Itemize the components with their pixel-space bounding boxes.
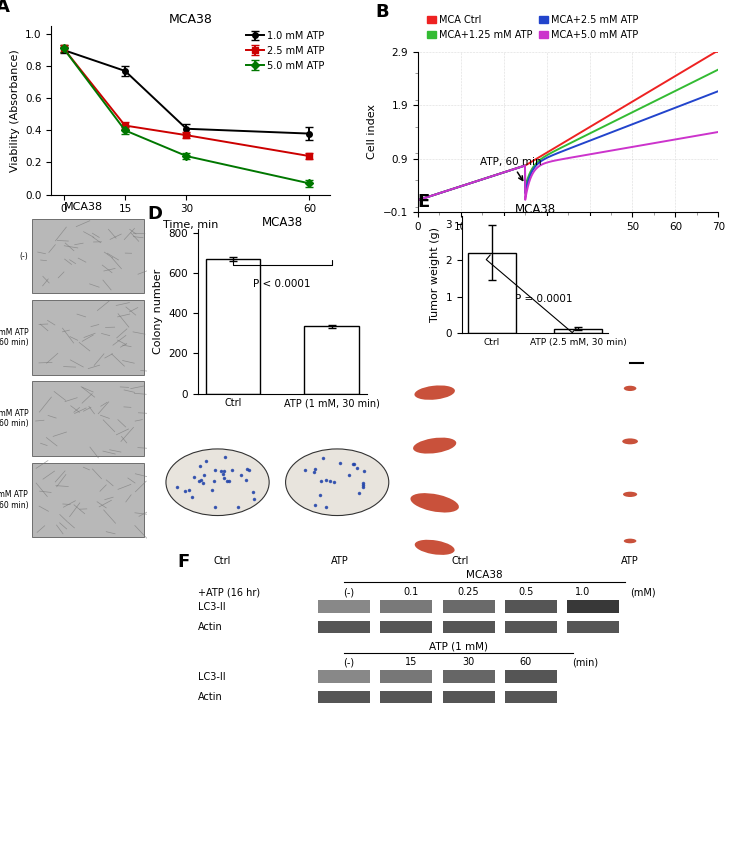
Text: 0.5: 0.5 bbox=[518, 587, 534, 598]
Bar bbox=[505, 691, 557, 703]
Bar bbox=[317, 621, 369, 633]
Text: 0.1: 0.1 bbox=[404, 587, 419, 598]
Bar bbox=[554, 329, 602, 333]
Text: P = 0.0001: P = 0.0001 bbox=[515, 294, 572, 304]
Bar bbox=[380, 691, 432, 703]
Title: MCA38: MCA38 bbox=[515, 203, 556, 216]
Bar bbox=[443, 691, 495, 703]
Bar bbox=[32, 463, 144, 537]
Ellipse shape bbox=[414, 386, 455, 400]
Text: Ctrl: Ctrl bbox=[213, 556, 231, 566]
Text: MCA38: MCA38 bbox=[65, 202, 103, 212]
Title: MCA38: MCA38 bbox=[169, 13, 213, 26]
Circle shape bbox=[166, 449, 269, 516]
Text: Actin: Actin bbox=[198, 692, 223, 702]
Bar bbox=[443, 600, 495, 613]
Text: 15: 15 bbox=[405, 657, 418, 667]
Ellipse shape bbox=[624, 386, 636, 391]
Bar bbox=[304, 326, 359, 394]
Y-axis label: Colony number: Colony number bbox=[153, 269, 163, 354]
Circle shape bbox=[286, 449, 388, 516]
Text: MCA38: MCA38 bbox=[466, 570, 502, 580]
Ellipse shape bbox=[413, 438, 456, 453]
Bar bbox=[567, 621, 619, 633]
Text: E: E bbox=[418, 193, 430, 211]
Bar bbox=[205, 260, 260, 394]
Bar bbox=[505, 670, 557, 683]
Bar bbox=[505, 600, 557, 613]
X-axis label: Time, min: Time, min bbox=[163, 220, 218, 230]
Ellipse shape bbox=[415, 540, 454, 554]
Text: (-): (-) bbox=[20, 252, 28, 260]
Text: P < 0.0001: P < 0.0001 bbox=[254, 279, 311, 290]
Text: F: F bbox=[177, 554, 189, 571]
Ellipse shape bbox=[624, 539, 636, 543]
Bar bbox=[32, 381, 144, 456]
Text: D: D bbox=[147, 205, 162, 223]
Bar bbox=[380, 621, 432, 633]
Text: (mM): (mM) bbox=[630, 587, 655, 598]
Text: 5.0 mM ATP
(60 min): 5.0 mM ATP (60 min) bbox=[0, 490, 28, 509]
Bar bbox=[32, 219, 144, 293]
Bar bbox=[317, 670, 369, 683]
Text: B: B bbox=[376, 3, 389, 21]
Y-axis label: Viability (Absorbance): Viability (Absorbance) bbox=[10, 49, 20, 171]
Text: ATP, 60 min: ATP, 60 min bbox=[480, 157, 542, 181]
Ellipse shape bbox=[623, 491, 637, 497]
Bar bbox=[443, 670, 495, 683]
Text: (min): (min) bbox=[572, 657, 599, 667]
Text: 1.0: 1.0 bbox=[575, 587, 591, 598]
Text: LC3-II: LC3-II bbox=[198, 672, 226, 682]
Bar bbox=[468, 253, 516, 333]
Ellipse shape bbox=[622, 439, 638, 445]
Bar bbox=[567, 600, 619, 613]
Bar bbox=[443, 621, 495, 633]
Bar bbox=[317, 691, 369, 703]
Text: ATP: ATP bbox=[331, 556, 348, 566]
Text: 30: 30 bbox=[463, 657, 475, 667]
Text: (-): (-) bbox=[343, 587, 354, 598]
Text: Actin: Actin bbox=[198, 623, 223, 632]
Bar bbox=[317, 600, 369, 613]
Y-axis label: Cell index: Cell index bbox=[367, 105, 377, 159]
Text: 60: 60 bbox=[520, 657, 532, 667]
Ellipse shape bbox=[410, 493, 459, 512]
Text: +ATP (16 hr): +ATP (16 hr) bbox=[198, 587, 260, 598]
Bar bbox=[380, 670, 432, 683]
Legend: MCA Ctrl, MCA+1.25 mM ATP, MCA+2.5 mM ATP, MCA+5.0 mM ATP: MCA Ctrl, MCA+1.25 mM ATP, MCA+2.5 mM AT… bbox=[423, 11, 642, 44]
Text: ATP: ATP bbox=[621, 556, 639, 567]
Text: 2.5 mM ATP
(60 min): 2.5 mM ATP (60 min) bbox=[0, 409, 28, 428]
Text: ATP (1 mM): ATP (1 mM) bbox=[429, 641, 487, 651]
Text: (-): (-) bbox=[343, 657, 354, 667]
Text: 0.25: 0.25 bbox=[457, 587, 479, 598]
Bar bbox=[32, 300, 144, 375]
Text: 1.0 mM ATP
(60 min): 1.0 mM ATP (60 min) bbox=[0, 328, 28, 347]
Bar bbox=[380, 600, 432, 613]
Y-axis label: Tumor weight (g): Tumor weight (g) bbox=[430, 227, 440, 322]
Bar bbox=[505, 621, 557, 633]
Legend: 1.0 mM ATP, 2.5 mM ATP, 5.0 mM ATP: 1.0 mM ATP, 2.5 mM ATP, 5.0 mM ATP bbox=[246, 31, 325, 71]
Title: MCA38: MCA38 bbox=[262, 216, 303, 229]
Text: Ctrl: Ctrl bbox=[452, 556, 468, 567]
X-axis label: Time, hr: Time, hr bbox=[545, 237, 591, 247]
Text: LC3-II: LC3-II bbox=[198, 602, 226, 612]
Text: A: A bbox=[0, 0, 10, 16]
